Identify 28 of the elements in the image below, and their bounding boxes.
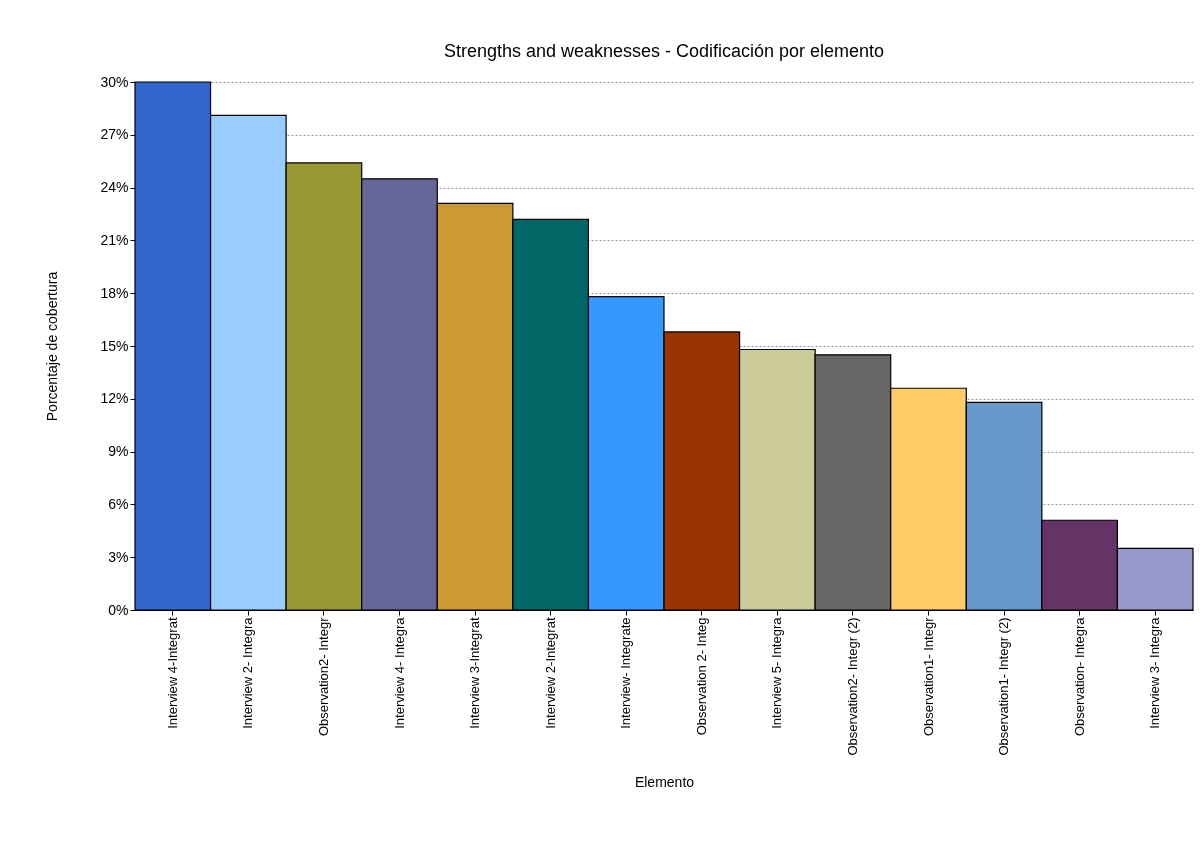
x-tick-label: Interview 5- Integra: [769, 616, 785, 729]
x-tick-label: Interview 4- Integra: [391, 616, 407, 729]
x-tick-label: Interview 3-Integrat: [467, 617, 483, 729]
x-tick-label: Interview 3- Integra: [1147, 616, 1163, 729]
x-tick-label: Interview 2-Integrat: [542, 617, 558, 729]
y-tick-label: 3%: [108, 548, 129, 565]
y-tick-label: 30%: [100, 73, 129, 90]
y-tick-label: 27%: [100, 126, 129, 143]
chart-title: Strengths and weaknesses - Codificación por elemento: [443, 41, 885, 61]
y-tick-label: 6%: [108, 495, 129, 512]
x-tick-label: Observation 2- Integ: [693, 617, 709, 736]
y-tick-label: 0%: [108, 601, 129, 618]
y-tick-label: 18%: [100, 284, 129, 301]
x-tick-label: Observation2- Integr (2): [844, 617, 860, 756]
x-tick-label: Interview 2- Integra: [240, 616, 256, 729]
x-tick-label: Interview- Integrate: [618, 617, 634, 729]
x-tick-label: Observation1- Integr (2): [996, 617, 1012, 756]
x-tick-label: Observation- Integra: [1071, 616, 1087, 737]
y-tick-label: 12%: [100, 390, 129, 407]
y-tick-label: 21%: [100, 231, 129, 248]
x-tick-label: Interview 4-Integrat: [164, 617, 180, 729]
y-tick-label: 24%: [100, 179, 129, 196]
x-tick-label: Observation1- Integr: [920, 616, 936, 737]
y-axis-title: Porcentaje de cobertura: [44, 271, 61, 422]
x-tick-label: Observation2- Integr: [315, 616, 331, 737]
y-tick-label: 9%: [108, 443, 129, 460]
y-tick-label: 15%: [100, 337, 129, 354]
x-axis-title: Elemento: [634, 773, 695, 790]
